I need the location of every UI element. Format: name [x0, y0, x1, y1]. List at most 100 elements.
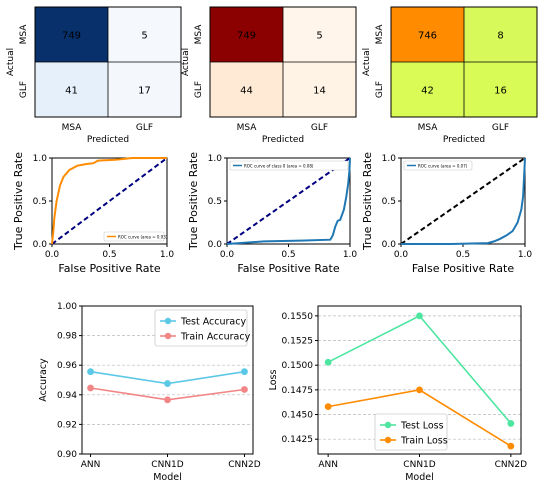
x-tick-label: 0.5 — [281, 250, 295, 260]
legend-label: Test Loss — [400, 421, 444, 432]
roc-xlabel: False Positive Rate — [237, 262, 339, 275]
matrix-cell — [35, 7, 108, 62]
chart-ylabel: Accuracy — [38, 358, 49, 402]
matrix-ylabel: Actual — [181, 48, 191, 76]
roc-chart-3: 0.00.0 0.5 0.5 1.0 1.0 ROC curve (area = 0.07… — [361, 152, 532, 275]
row-tick-label: GLF — [375, 81, 385, 98]
col-tick-label: GLF — [492, 123, 509, 133]
legend: Test Loss Train Loss — [374, 413, 448, 451]
matrix-cell — [108, 7, 181, 62]
matrix-cell-value: 5 — [316, 31, 322, 42]
legend: Test Accuracy Train Accuracy — [154, 309, 251, 347]
y-tick-label: 1.0 — [382, 154, 397, 164]
matrix-ylabel: Actual — [6, 48, 16, 76]
matrix-ylabel: Actual — [362, 48, 372, 76]
legend-label: Train Accuracy — [180, 332, 251, 343]
matrix-cell-value: 17 — [138, 86, 151, 97]
matrix-cell-value: 16 — [494, 86, 507, 97]
matrix-cell — [391, 62, 464, 117]
series-test-accuracy — [87, 368, 248, 387]
y-tick-label: 0.92 — [57, 420, 77, 430]
x-tick-label: 1.0 — [343, 250, 358, 260]
col-tick-label: MSA — [62, 123, 83, 133]
legend-label: Test Accuracy — [180, 317, 246, 328]
legend-swatch-marker — [164, 317, 172, 325]
chart-ylabel: Loss — [268, 370, 279, 391]
data-point — [87, 368, 94, 376]
row-tick-label: GLF — [19, 81, 29, 98]
matrix-xlabel: Predicted — [262, 135, 304, 145]
matrix-cell — [283, 7, 356, 62]
legend-label: ROC curve of class 0 (area = 0.08) — [244, 163, 314, 168]
data-point — [241, 386, 248, 393]
roc-ylabel: True Positive Rate — [187, 152, 200, 251]
roc-curve — [226, 157, 351, 245]
roc-legend: ROC curve (area = 0.93) — [103, 231, 168, 242]
row-tick-label: MSA — [375, 24, 385, 45]
col-tick-label: GLF — [136, 123, 153, 133]
legend-box — [374, 413, 448, 451]
series-train-accuracy — [87, 384, 248, 404]
roc-curve — [51, 157, 167, 245]
x-tick-label: 0.0 — [45, 250, 60, 260]
y-tick-label: 0.96 — [57, 361, 77, 371]
data-point — [507, 442, 515, 450]
y-tick-label: 1.0 — [208, 154, 223, 164]
roc-chart-2: 0.00.0 0.5 0.5 1.0 1.0 ROC curve of class 0 (… — [187, 152, 357, 275]
y-tick-label: 0.5 — [208, 197, 222, 207]
chart-xlabel: Model — [153, 472, 182, 483]
x-tick-label: ANN — [318, 460, 338, 470]
matrix-cell — [391, 7, 464, 62]
roc-chart-1: 0.00.0 0.5 0.5 1.0 1.0 ROC curve (area = 0.93… — [12, 152, 174, 275]
roc-ylabel: True Positive Rate — [12, 152, 25, 251]
matrix-cell-value: 746 — [418, 31, 437, 42]
col-tick-label: MSA — [237, 123, 258, 133]
y-tick-label: 0.1500 — [282, 361, 314, 371]
plot-frame — [51, 157, 168, 245]
col-tick-label: MSA — [418, 123, 439, 133]
data-point — [324, 358, 332, 366]
matrix-cell-value: 44 — [240, 86, 253, 97]
matrix-cell — [35, 62, 108, 117]
roc-legend: ROC curve (area = 0.07) — [403, 160, 473, 171]
data-point — [507, 420, 515, 427]
row-tick-label: MSA — [19, 24, 29, 45]
data-point — [324, 403, 332, 411]
x-tick-label: CNN2D — [228, 460, 260, 470]
y-tick-label: 0.1450 — [282, 411, 314, 421]
matrix-cell — [464, 7, 537, 62]
data-point — [164, 380, 171, 387]
roc-legend: ROC curve of class 0 (area = 0.08) — [229, 160, 349, 171]
y-tick-label: 0.5 — [382, 197, 396, 207]
series-train-loss — [324, 386, 515, 450]
x-tick-label: 0.0 — [394, 250, 409, 260]
y-tick-label: 0.1550 — [282, 312, 314, 322]
col-tick-label: GLF — [311, 123, 328, 133]
matrix-cell-value: 8 — [497, 31, 503, 42]
roc-ylabel: True Positive Rate — [361, 152, 374, 251]
x-tick-label: 0.5 — [456, 250, 470, 260]
y-tick-label: 0.5 — [33, 197, 47, 207]
matrix-cell — [108, 62, 181, 117]
matrix-xlabel: Predicted — [87, 135, 129, 145]
matrix-cell-value: 41 — [65, 86, 78, 97]
legend-box — [103, 231, 165, 242]
legend-box — [403, 160, 473, 171]
row-tick-label: MSA — [194, 24, 204, 45]
legend-swatch-marker — [384, 436, 392, 444]
legend-box — [229, 160, 349, 171]
series-test-loss — [324, 312, 515, 427]
diagonal-reference-line — [226, 157, 351, 245]
matrix-cell-value: 14 — [313, 86, 326, 97]
y-tick-label: 0.94 — [57, 391, 77, 401]
y-tick-label: 1.0 — [33, 154, 48, 164]
diagonal-reference-line — [400, 157, 526, 245]
y-tick-label: 0.1475 — [282, 386, 314, 396]
legend-label: ROC curve (area = 0.07) — [418, 163, 468, 168]
y-tick-label: 1.00 — [57, 302, 77, 312]
legend-swatch-marker — [384, 421, 392, 429]
data-point — [241, 368, 248, 376]
